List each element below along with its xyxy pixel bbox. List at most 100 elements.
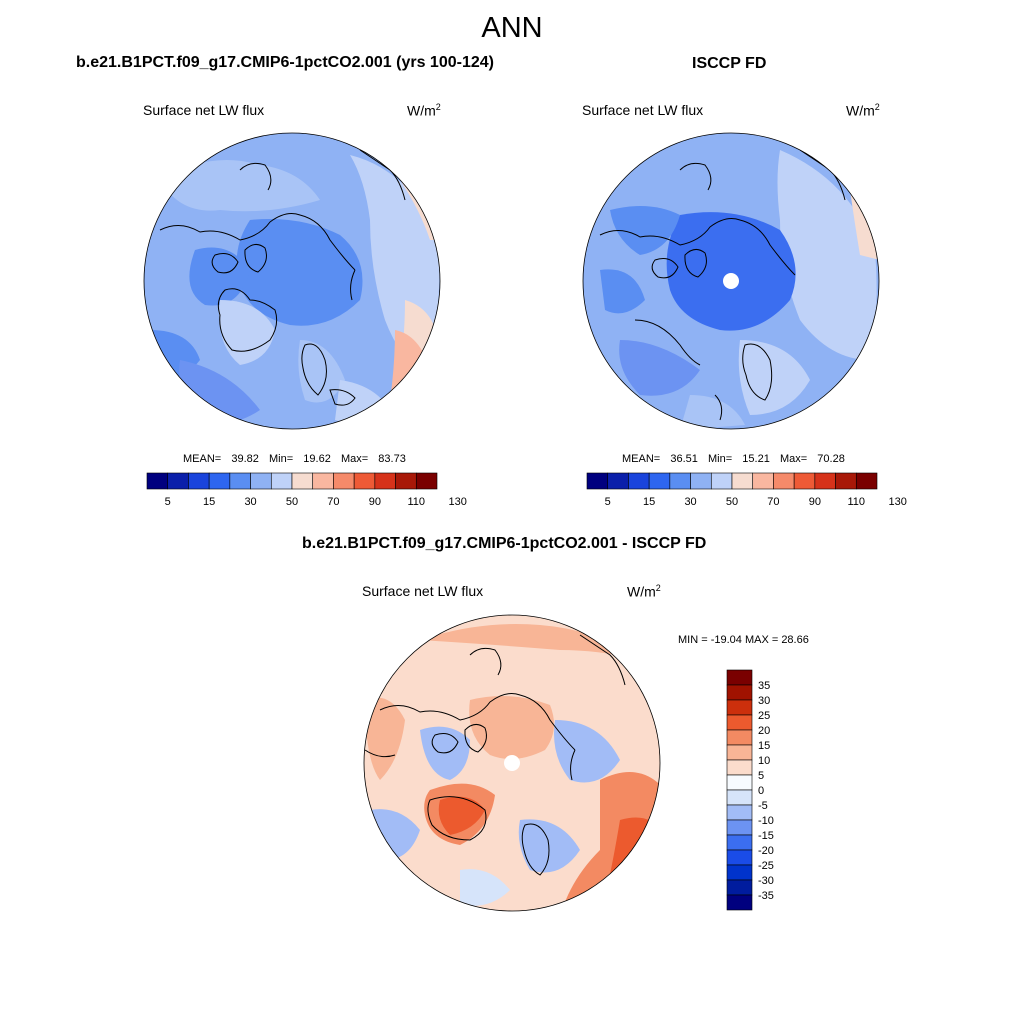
model-colorbar-tick-label: 50 <box>286 496 298 508</box>
obs-stats: MEAN= 36.51 Min= 15.21 Max= 70.28 <box>622 453 845 465</box>
diff-colorbar-tick-label: 15 <box>758 740 770 752</box>
obs-units-label: W/m2 <box>846 102 880 119</box>
model-colorbar-swatch <box>415 472 438 490</box>
model-case-title: b.e21.B1PCT.f09_g17.CMIP6-1pctCO2.001 (y… <box>76 54 494 71</box>
obs-colorbar-tick-label: 15 <box>643 496 655 508</box>
obs-colorbar-tick-label: 110 <box>848 496 866 508</box>
model-stats: MEAN= 39.82 Min= 19.62 Max= 83.73 <box>183 453 406 465</box>
obs-colorbar-tick-label: 70 <box>767 496 779 508</box>
obs-colorbar-swatch <box>690 472 712 490</box>
model-colorbar-tick-label: 15 <box>203 496 215 508</box>
model-colorbar-tick-label: 90 <box>369 496 381 508</box>
diff-colorbar-tick-label: -10 <box>758 815 774 827</box>
model-colorbar-swatch <box>208 472 231 490</box>
diff-colorbar-swatch <box>726 804 753 821</box>
diff-colorbar-swatch <box>726 729 753 746</box>
diff-colorbar-tick-label: 0 <box>758 785 764 797</box>
diff-colorbar-tick-label: -20 <box>758 845 774 857</box>
obs-colorbar-swatch <box>752 472 774 490</box>
model-coastlines <box>159 149 406 406</box>
diff-colorbar-swatch <box>726 699 753 716</box>
obs-colorbar-swatch <box>710 472 733 490</box>
obs-colorbar-swatch <box>793 472 816 490</box>
model-colorbar-swatch <box>167 472 189 490</box>
diff-colorbar-swatch <box>726 834 753 851</box>
diff-colorbar-tick-label: 20 <box>758 725 770 737</box>
model-colorbar-swatch <box>270 472 293 490</box>
main-title: ANN <box>481 12 543 44</box>
obs-colorbar-swatch <box>855 472 878 490</box>
diff-units-label: W/m2 <box>627 583 661 600</box>
diff-colorbar-tick-label: -5 <box>758 800 768 812</box>
diff-colorbar-tick-label: 25 <box>758 710 770 722</box>
model-colorbar-swatch <box>353 472 376 490</box>
diff-colorbar-tick-label: -30 <box>758 875 774 887</box>
obs-case-title: ISCCP FD <box>692 55 767 72</box>
obs-pole-hole <box>723 273 739 289</box>
model-polar-map <box>143 132 441 430</box>
model-colorbar-swatch <box>374 472 396 490</box>
model-colorbar-tick-label: 130 <box>449 496 467 508</box>
model-units-label: W/m2 <box>407 102 441 119</box>
diff-colorbar-swatch <box>726 879 753 896</box>
model-colorbar-tick-label: 30 <box>244 496 256 508</box>
model-colorbar-swatch <box>395 472 417 490</box>
obs-colorbar-swatch <box>648 472 671 490</box>
diff-colorbar-tick-label: 35 <box>758 680 770 692</box>
obs-colorbar-swatch <box>731 472 754 490</box>
model-colorbar-swatch <box>250 472 272 490</box>
obs-colorbar-tick-label: 30 <box>684 496 696 508</box>
diff-colorbar-swatch <box>726 669 753 686</box>
obs-colorbar-swatch <box>669 472 691 490</box>
diff-colorbar-swatch <box>726 774 753 791</box>
diff-polar-map <box>363 614 661 912</box>
obs-colorbar: 5 15 30 50 70 90 110 130 <box>586 472 907 508</box>
obs-colorbar-tick-label: 5 <box>605 496 611 508</box>
diff-colorbar-swatch <box>726 744 753 761</box>
model-colorbar-tick-label: 5 <box>165 496 171 508</box>
obs-colorbar-swatch <box>814 472 836 490</box>
diff-colorbar-swatch <box>726 894 753 911</box>
obs-colorbar-swatch <box>628 472 650 490</box>
diff-colorbar-tick-label: -25 <box>758 860 774 872</box>
obs-colorbar-tick-label: 130 <box>889 496 907 508</box>
diff-variable-label: Surface net LW flux <box>362 583 484 599</box>
diff-colorbar-tick-label: -35 <box>758 890 774 902</box>
diff-colorbar: 35 30 25 20 15 10 5 0 -5 -10 -15 -20 -25 -30 -35 <box>726 669 774 911</box>
diff-colorbar-tick-label: 30 <box>758 695 770 707</box>
obs-colorbar-swatch <box>607 472 629 490</box>
obs-colorbar-swatch <box>586 472 609 490</box>
obs-colorbar-tick-label: 90 <box>809 496 821 508</box>
diff-colorbar-swatch <box>726 849 753 866</box>
model-colorbar-swatch <box>229 472 251 490</box>
diff-colorbar-swatch <box>726 759 753 776</box>
obs-colorbar-tick-label: 50 <box>726 496 738 508</box>
obs-variable-label: Surface net LW flux <box>582 102 704 118</box>
obs-coastlines <box>599 149 846 421</box>
model-colorbar-swatch <box>333 472 355 490</box>
diff-colorbar-swatch <box>726 714 753 731</box>
diff-colorbar-tick-label: 5 <box>758 770 764 782</box>
model-colorbar-tick-label: 110 <box>408 496 426 508</box>
diff-colorbar-swatch <box>726 789 753 806</box>
model-colorbar-tick-label: 70 <box>327 496 339 508</box>
diff-coastlines <box>364 634 626 876</box>
obs-polar-map <box>582 132 880 430</box>
model-colorbar-swatch <box>291 472 314 490</box>
model-colorbar-swatch <box>312 472 334 490</box>
diff-colorbar-tick-label: -15 <box>758 830 774 842</box>
diff-minmax: MIN = -19.04 MAX = 28.66 <box>678 634 809 646</box>
model-colorbar-swatch <box>188 472 210 490</box>
model-variable-label: Surface net LW flux <box>143 102 265 118</box>
obs-colorbar-swatch <box>835 472 857 490</box>
diff-case-title: b.e21.B1PCT.f09_g17.CMIP6-1pctCO2.001 - … <box>302 535 707 552</box>
diff-colorbar-tick-label: 10 <box>758 755 770 767</box>
diff-pole-hole <box>504 755 520 771</box>
model-colorbar-swatch <box>146 472 169 490</box>
obs-colorbar-swatch <box>773 472 795 490</box>
diff-colorbar-swatch <box>726 819 753 836</box>
diff-colorbar-swatch <box>726 864 753 881</box>
model-colorbar: 5 15 30 50 70 90 110 130 <box>146 472 467 508</box>
diff-colorbar-swatch <box>726 684 753 701</box>
